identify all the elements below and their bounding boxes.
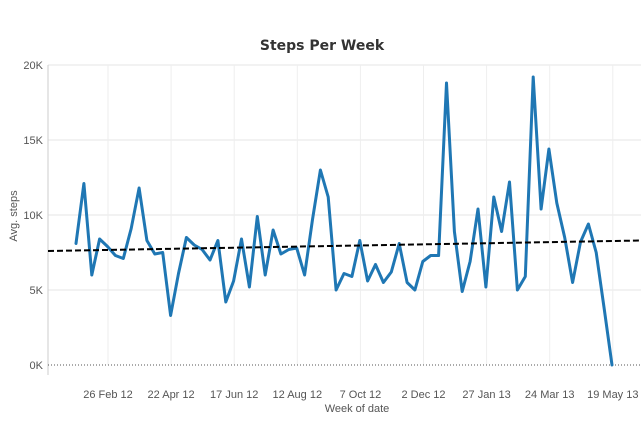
y-tick-label: 0K <box>30 360 44 372</box>
x-tick-label: 7 Oct 12 <box>340 389 382 401</box>
y-axis-title: Avg. steps <box>8 190 20 242</box>
trend-layer <box>47 239 642 252</box>
x-tick-label: 24 Mar 13 <box>525 389 575 401</box>
gridlines <box>47 64 641 375</box>
y-axis-ticks: 0K 5K 10K 15K 20K <box>23 60 43 372</box>
y-tick-label: 20K <box>23 60 43 72</box>
x-tick-label: 17 Jun 12 <box>210 389 258 401</box>
x-tick-label: 27 Jan 13 <box>462 389 510 401</box>
x-tick-label: 12 Aug 12 <box>273 389 323 401</box>
y-tick-label: 5K <box>30 285 44 297</box>
x-tick-label: 22 Apr 12 <box>148 389 195 401</box>
x-tick-label: 26 Feb 12 <box>83 389 133 401</box>
x-axis-title: Week of date <box>325 403 390 415</box>
x-tick-label: 19 May 13 <box>587 389 638 401</box>
y-tick-label: 15K <box>23 135 43 147</box>
chart-title: Steps Per Week <box>260 38 385 54</box>
trend-line <box>47 239 642 252</box>
series-line <box>74 75 614 367</box>
series-layer <box>74 75 614 367</box>
y-tick-label: 10K <box>23 210 43 222</box>
x-tick-label: 2 Dec 12 <box>401 389 445 401</box>
x-axis-ticks: 26 Feb 12 22 Apr 12 17 Jun 12 12 Aug 12 7 Oc… <box>83 389 638 401</box>
